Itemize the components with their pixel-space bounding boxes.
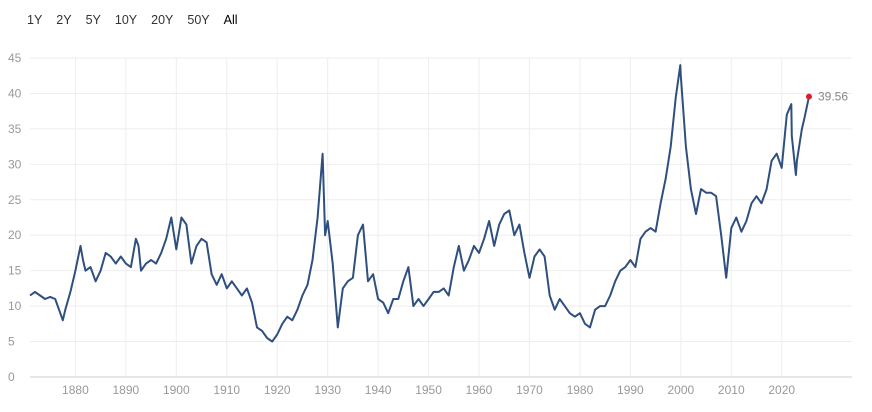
x-tick-label: 1960 xyxy=(466,383,493,397)
x-tick-label: 2010 xyxy=(718,383,745,397)
x-tick-label: 1970 xyxy=(516,383,543,397)
range-selector: 1Y 2Y 5Y 10Y 20Y 50Y All xyxy=(20,11,245,29)
y-tick-label: 10 xyxy=(8,299,22,313)
y-tick-label: 25 xyxy=(8,193,22,207)
range-button-10y[interactable]: 10Y xyxy=(108,11,144,29)
x-tick-label: 2020 xyxy=(768,383,795,397)
range-button-20y[interactable]: 20Y xyxy=(144,11,180,29)
range-button-50y[interactable]: 50Y xyxy=(180,11,216,29)
x-tick-label: 2000 xyxy=(667,383,694,397)
x-tick-label: 1990 xyxy=(617,383,644,397)
range-button-all[interactable]: All xyxy=(217,11,245,29)
x-tick-label: 1940 xyxy=(365,383,392,397)
y-tick-label: 35 xyxy=(8,122,22,136)
x-tick-label: 1930 xyxy=(314,383,341,397)
y-tick-label: 20 xyxy=(8,228,22,242)
end-value-label: 39.56 xyxy=(818,90,848,104)
x-tick-label: 1910 xyxy=(213,383,240,397)
y-tick-label: 45 xyxy=(8,51,22,65)
x-axis-ticks: 1880 1890 1900 1910 1920 1930 1940 1950 1960 1970… xyxy=(62,383,795,397)
y-tick-label: 15 xyxy=(8,264,22,278)
grid xyxy=(30,57,852,378)
end-point-marker[interactable] xyxy=(805,93,812,100)
x-tick-label: 1920 xyxy=(264,383,291,397)
x-tick-label: 1950 xyxy=(415,383,442,397)
x-tick-label: 1980 xyxy=(567,383,594,397)
y-tick-label: 40 xyxy=(8,86,22,100)
y-tick-label: 0 xyxy=(8,370,15,384)
series-line[interactable] xyxy=(29,64,810,343)
range-button-2y[interactable]: 2Y xyxy=(49,11,78,29)
y-tick-label: 30 xyxy=(8,157,22,171)
x-tick-label: 1880 xyxy=(62,383,89,397)
range-button-5y[interactable]: 5Y xyxy=(79,11,108,29)
range-button-1y[interactable]: 1Y xyxy=(20,11,49,29)
y-tick-label: 5 xyxy=(8,335,15,349)
x-tick-label: 1900 xyxy=(163,383,190,397)
x-tick-label: 1890 xyxy=(113,383,140,397)
y-axis-ticks: 0 5 10 15 20 25 30 35 40 45 xyxy=(8,51,22,384)
